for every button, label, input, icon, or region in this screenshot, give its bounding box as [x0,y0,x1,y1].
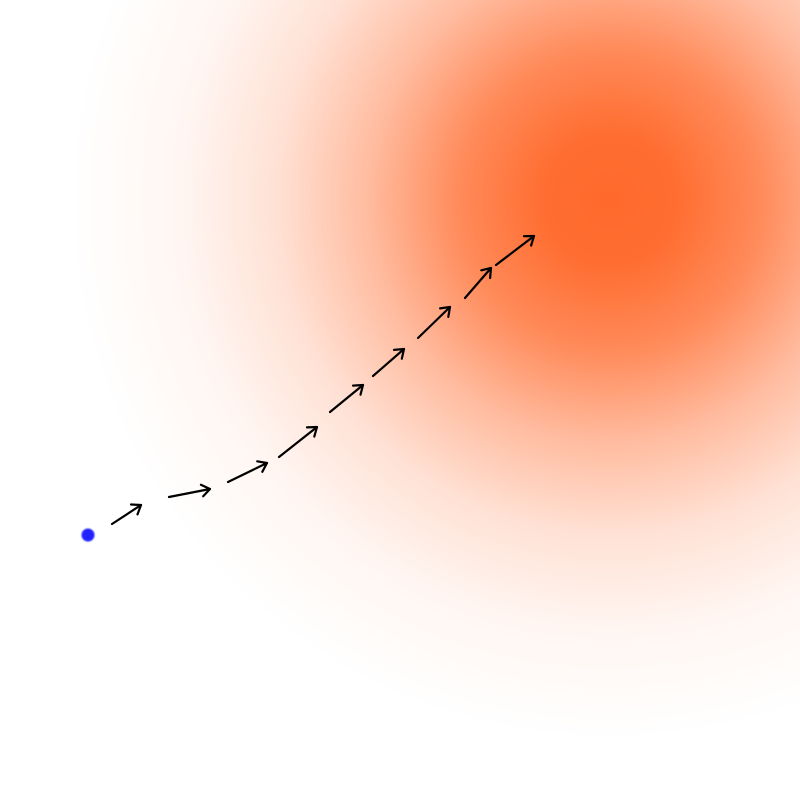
arrow-head [480,266,493,280]
arrow-shaft [110,503,143,526]
path-arrows [110,234,536,526]
arrow-head [256,460,269,473]
arrow-head [305,425,319,438]
arrow-shaft [494,234,536,267]
arrow-icon [167,483,212,499]
arrow-shaft [167,487,212,499]
arrow-icon [328,383,365,414]
arrow-icon [416,305,452,340]
arrow-icon [494,234,536,267]
start-point-dot [81,528,95,542]
arrow-head [392,347,406,360]
arrow-shaft [463,266,493,300]
arrow-head [351,383,365,396]
arrow-icon [110,503,143,526]
arrow-head [439,305,452,318]
arrow-head [129,503,143,516]
arrow-shaft [328,383,365,414]
arrow-shaft [277,425,319,459]
arrow-icon [226,460,269,484]
arrow-icon [371,347,406,378]
arrow-head [522,234,536,247]
arrow-icon [277,425,319,459]
arrow-head [199,483,212,498]
arrow-shaft [226,461,269,484]
arrow-shaft [371,347,406,378]
arrow-shaft [416,305,452,340]
arrow-icon [463,266,493,300]
